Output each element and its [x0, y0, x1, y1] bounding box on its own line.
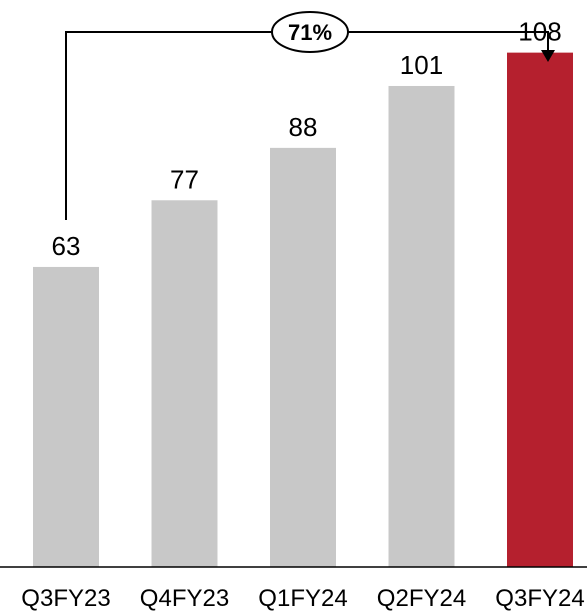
category-label-q4fy23: Q4FY23: [140, 585, 229, 612]
bar-q1fy24: [270, 147, 336, 568]
bar-q3fy23: [33, 266, 99, 567]
value-label-q4fy23: 77: [170, 164, 199, 194]
category-labels: Q3FY23 Q4FY23 Q1FY24 Q2FY24 Q3FY24: [21, 585, 584, 612]
growth-annotation: 71%: [65, 11, 555, 220]
value-label-q1fy24: 88: [289, 112, 318, 142]
bar-q2fy24: [388, 85, 455, 568]
category-label-q3fy23: Q3FY23: [21, 585, 110, 612]
bars: [33, 52, 573, 568]
bar-q3fy24: [507, 52, 573, 567]
growth-arrowhead: [541, 50, 555, 62]
category-label-q1fy24: Q1FY24: [258, 585, 347, 612]
value-label-q2fy24: 101: [400, 50, 443, 80]
growth-badge-label: 71%: [288, 20, 332, 45]
growth-badge: [271, 11, 349, 53]
category-label-q3fy24: Q3FY24: [495, 585, 584, 612]
bar-q4fy23: [151, 200, 218, 567]
value-label-q3fy23: 63: [52, 231, 81, 261]
category-label-q2fy24: Q2FY24: [377, 585, 466, 612]
